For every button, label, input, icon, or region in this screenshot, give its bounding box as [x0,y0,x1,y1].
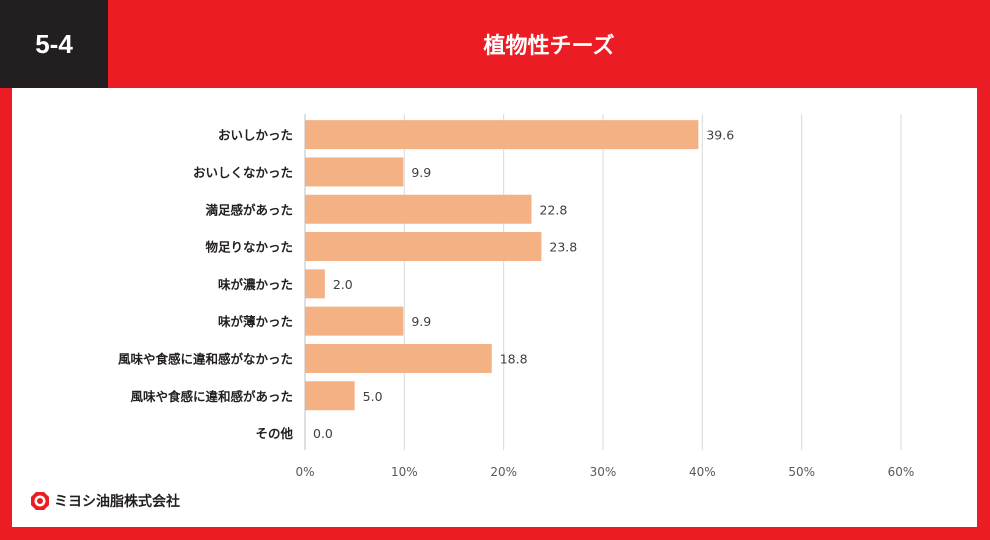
category-label: おいしかった [218,128,293,143]
category-label: おいしくなかった [193,165,293,180]
page-title: 植物性チーズ [483,34,615,59]
company-name: ミヨシ油脂株式会社 [54,494,180,510]
bar [305,157,404,187]
bar-chart: 0% 10% 20% 30% 40% 50% 60% おいしかった 39.6 おいしくなかった 9.… [118,114,915,479]
company-footer: ミヨシ油脂株式会社 [30,491,180,511]
section-number: 5-4 [0,0,108,88]
data-label: 9.9 [411,314,431,329]
category-label: 風味や食感に違和感がなかった [118,351,293,366]
data-label: 23.8 [549,240,577,255]
category-label: 味が濃かった [218,277,293,292]
x-tick-label: 10% [391,465,418,479]
data-label: 18.8 [500,351,528,366]
data-label: 9.9 [411,165,431,180]
data-label: 2.0 [333,277,353,292]
bar [305,343,492,373]
data-label: 0.0 [313,426,333,441]
x-tick-label: 20% [490,465,517,479]
category-label: 味が薄かった [218,314,293,329]
data-label: 39.6 [706,128,734,143]
x-tick-label: 0% [295,465,314,479]
bar [305,381,355,411]
bar [305,269,325,299]
x-tick-label: 30% [590,465,617,479]
data-label: 5.0 [363,389,383,404]
x-tick-label: 40% [689,465,716,479]
category-label: 物足りなかった [205,240,293,255]
x-tick-label: 50% [788,465,815,479]
bar [305,120,699,150]
miyoshi-logo-icon [31,492,49,510]
bar [305,232,542,262]
category-label: 風味や食感に違和感があった [130,389,293,404]
bar [305,306,404,336]
category-label: 満足感があった [205,202,293,217]
data-label: 22.8 [539,202,567,217]
category-label: その他 [255,426,293,441]
chart-panel: 0% 10% 20% 30% 40% 50% 60% おいしかった 39.6 おいしくなかった 9.… [12,88,977,527]
bar [305,194,532,224]
x-tick-label: 60% [888,465,915,479]
